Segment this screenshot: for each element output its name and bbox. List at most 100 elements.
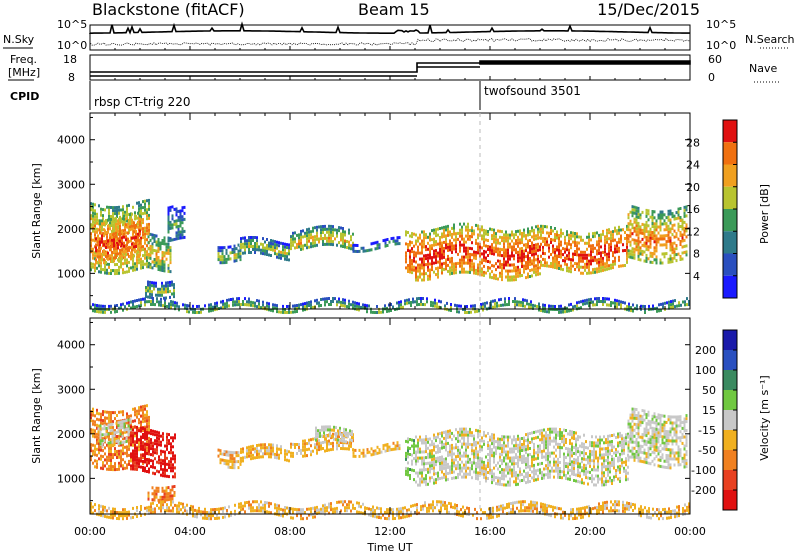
velocity-cell [230,454,232,457]
power-cell [491,237,493,240]
power-cell [531,244,533,247]
velocity-cell [445,442,447,445]
power-cell [439,227,441,230]
power-cell [570,270,572,273]
power-cell [523,232,525,235]
power-cell [471,229,473,232]
power-cell [146,226,148,229]
velocity-cell [317,429,319,432]
power-cell [274,252,276,255]
velocity-cell [321,435,323,438]
velocity-cell [168,475,170,478]
power-cell [610,249,612,252]
power-cell [355,250,357,253]
velocity-cell [329,425,331,428]
power-cell [477,266,479,269]
velocity-cell [242,450,244,453]
power-cell [124,226,126,229]
power-cell [232,301,234,304]
power-cell [481,258,483,261]
power-cell [566,248,568,251]
velocity-cell [158,455,160,458]
velocity-cell [332,445,334,448]
power-cell [107,252,109,255]
power-cell [676,305,678,308]
velocity-cell [417,442,419,445]
velocity-cell [288,459,290,462]
power-cell [226,299,228,302]
power-cell [473,269,475,272]
power-cell [564,310,566,313]
power-cell [348,303,350,306]
power-cell [306,237,308,240]
power-cell [290,311,292,314]
power-cell [572,235,574,238]
power-cell [672,248,674,251]
power-cell [471,226,473,229]
power-cell [521,235,523,238]
power-cell [517,245,519,248]
power-cell [648,233,650,236]
velocity-cell [318,442,320,445]
velocity-cell [349,429,351,432]
velocity-cell [473,444,475,447]
power-cell [590,244,592,247]
power-cell [338,226,340,229]
velocity-cell [439,432,441,435]
power-cell [186,304,188,307]
power-cell [501,275,503,278]
power-cell [527,276,529,279]
velocity-cell [425,483,427,486]
power-cell [355,244,357,247]
power-cell [286,258,288,261]
velocity-cell [248,449,250,452]
power-cell [648,239,650,242]
power-cell [525,276,527,279]
power-cell [252,245,254,248]
power-cell [666,222,668,225]
power-cell [148,223,150,226]
power-cell [517,230,519,233]
velocity-cell [144,428,146,431]
velocity-cell [92,444,94,447]
power-cell [682,240,684,243]
power-cell [538,303,540,306]
velocity-cell [136,447,138,450]
power-cell [159,294,161,297]
velocity-cell [473,471,475,474]
power-cell [558,234,560,237]
velocity-cell [445,478,447,481]
power-cell [278,310,280,313]
velocity-cell [232,457,234,460]
power-cell [481,234,483,237]
power-cell [574,235,576,238]
velocity-cell [110,441,112,444]
power-cell [496,302,498,305]
velocity-cell [465,446,467,449]
velocity-cell [477,471,479,474]
power-cell [409,262,411,265]
velocity-cell [104,452,106,455]
power-cell [586,254,588,257]
velocity-cell [262,446,264,449]
power-cell [97,243,99,246]
power-cell [495,274,497,277]
power-cell [320,234,322,237]
power-cell [236,247,238,250]
power-cell [531,253,533,256]
velocity-cell [397,447,399,450]
velocity-cell [459,452,461,455]
velocity-cell [421,478,423,481]
power-cell [511,255,513,258]
velocity-cell [100,430,102,433]
velocity-cell [108,424,110,427]
power-cell [491,249,493,252]
power-cell [132,260,134,263]
power-cell [515,233,517,236]
power-cell [642,238,644,241]
power-cell [672,227,674,230]
power-cell [172,217,174,220]
power-cell [648,224,650,227]
power-cell [686,253,688,256]
power-cell [602,233,604,236]
